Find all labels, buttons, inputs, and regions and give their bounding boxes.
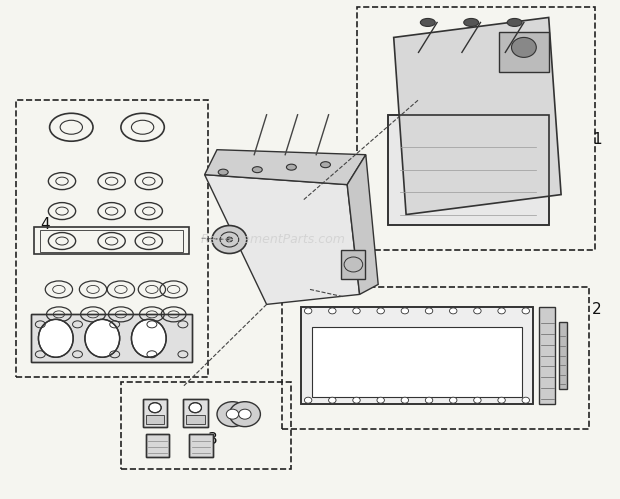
Bar — [146, 434, 169, 457]
Ellipse shape — [450, 397, 457, 403]
Bar — [143, 399, 167, 427]
Text: ReplacementParts.com: ReplacementParts.com — [200, 233, 345, 246]
Text: 4: 4 — [40, 217, 50, 232]
Polygon shape — [205, 150, 366, 185]
Polygon shape — [205, 175, 360, 304]
Bar — [388, 115, 549, 225]
Bar — [301, 307, 533, 404]
Ellipse shape — [420, 18, 435, 26]
Polygon shape — [394, 17, 561, 215]
Ellipse shape — [217, 402, 248, 427]
Text: 2: 2 — [592, 302, 602, 317]
Ellipse shape — [189, 403, 202, 413]
Text: 3: 3 — [208, 432, 218, 447]
Bar — [559, 322, 567, 389]
Bar — [312, 327, 522, 397]
Bar — [146, 434, 169, 457]
Ellipse shape — [353, 397, 360, 403]
Bar — [341, 250, 365, 279]
Bar — [539, 307, 555, 404]
Bar — [121, 382, 291, 469]
Ellipse shape — [226, 409, 239, 419]
Ellipse shape — [522, 397, 529, 403]
Bar — [388, 115, 549, 225]
Ellipse shape — [377, 397, 384, 403]
Ellipse shape — [353, 308, 360, 314]
Ellipse shape — [329, 308, 336, 314]
Bar — [282, 287, 589, 429]
Ellipse shape — [304, 308, 312, 314]
Ellipse shape — [329, 397, 336, 403]
Ellipse shape — [377, 308, 384, 314]
Ellipse shape — [239, 409, 251, 419]
Bar — [499, 32, 549, 72]
Ellipse shape — [321, 162, 330, 168]
Ellipse shape — [401, 308, 409, 314]
Bar — [31, 314, 192, 362]
Bar — [183, 399, 208, 427]
Bar — [31, 314, 192, 362]
Ellipse shape — [401, 397, 409, 403]
Ellipse shape — [226, 237, 232, 242]
Bar — [356, 7, 595, 250]
Bar — [189, 434, 213, 457]
Ellipse shape — [286, 164, 296, 170]
Bar — [146, 415, 164, 424]
Ellipse shape — [507, 18, 522, 26]
Ellipse shape — [522, 308, 529, 314]
Ellipse shape — [38, 319, 73, 357]
Ellipse shape — [464, 18, 479, 26]
Ellipse shape — [252, 167, 262, 173]
Ellipse shape — [474, 397, 481, 403]
Ellipse shape — [498, 308, 505, 314]
Ellipse shape — [85, 319, 120, 357]
Ellipse shape — [425, 397, 433, 403]
Polygon shape — [347, 155, 378, 294]
Ellipse shape — [425, 308, 433, 314]
Bar — [301, 307, 533, 404]
Ellipse shape — [218, 169, 228, 175]
Bar — [143, 399, 167, 427]
Ellipse shape — [229, 402, 260, 427]
Ellipse shape — [450, 308, 457, 314]
Bar — [40, 230, 183, 252]
Bar — [183, 399, 208, 427]
Ellipse shape — [512, 37, 536, 57]
Ellipse shape — [304, 397, 312, 403]
Text: 1: 1 — [592, 132, 602, 147]
Bar — [16, 100, 208, 377]
Ellipse shape — [212, 226, 247, 253]
Ellipse shape — [131, 319, 166, 357]
Bar — [189, 434, 213, 457]
Bar — [186, 415, 205, 424]
Ellipse shape — [474, 308, 481, 314]
Bar — [34, 227, 189, 254]
Ellipse shape — [149, 403, 161, 413]
Ellipse shape — [498, 397, 505, 403]
